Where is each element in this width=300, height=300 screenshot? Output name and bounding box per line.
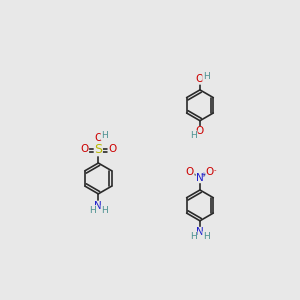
Text: H: H [89, 206, 95, 214]
Text: O: O [108, 144, 116, 154]
Text: O: O [80, 144, 88, 154]
Text: H: H [203, 71, 209, 80]
Text: H: H [190, 232, 197, 241]
Text: O: O [186, 167, 194, 177]
Text: O: O [94, 134, 102, 143]
Text: H: H [203, 232, 209, 241]
Text: -: - [213, 167, 216, 173]
Text: S: S [94, 143, 102, 156]
Text: N: N [196, 173, 204, 183]
Text: O: O [206, 167, 214, 177]
Text: H: H [101, 206, 108, 214]
Text: N: N [94, 201, 102, 211]
Text: H: H [190, 131, 197, 140]
Text: O: O [196, 74, 204, 84]
Text: +: + [200, 172, 206, 178]
Text: O: O [196, 127, 204, 136]
Text: H: H [101, 131, 108, 140]
Text: N: N [196, 227, 204, 237]
